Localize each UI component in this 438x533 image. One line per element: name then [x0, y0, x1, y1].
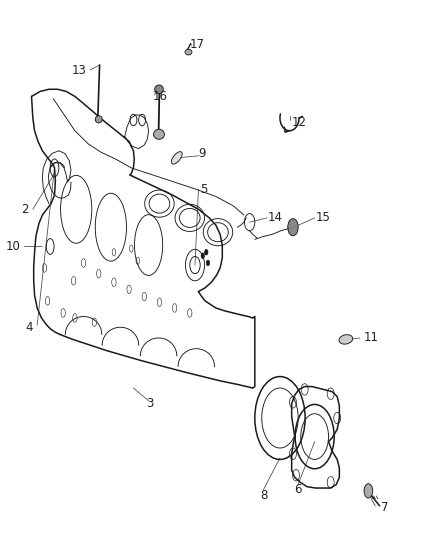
Text: 7: 7: [380, 501, 387, 514]
Text: 9: 9: [198, 147, 205, 160]
Text: 6: 6: [294, 483, 301, 496]
Ellipse shape: [95, 116, 102, 123]
Circle shape: [201, 253, 204, 259]
Text: 4: 4: [25, 321, 33, 334]
Ellipse shape: [171, 152, 182, 164]
Text: 3: 3: [146, 397, 153, 410]
Circle shape: [287, 219, 297, 236]
Text: 5: 5: [200, 183, 208, 196]
Text: 2: 2: [21, 203, 28, 216]
Text: 15: 15: [315, 212, 330, 224]
Text: 16: 16: [152, 90, 168, 103]
Ellipse shape: [338, 335, 352, 344]
Text: 12: 12: [291, 116, 306, 128]
Ellipse shape: [184, 49, 191, 55]
Text: 8: 8: [259, 489, 267, 502]
Ellipse shape: [154, 85, 163, 94]
Circle shape: [363, 484, 372, 498]
Text: 17: 17: [189, 38, 204, 52]
Text: 13: 13: [71, 64, 86, 77]
Text: 14: 14: [267, 212, 282, 224]
Text: 11: 11: [362, 332, 378, 344]
Circle shape: [204, 249, 208, 255]
Text: 10: 10: [6, 240, 21, 253]
Circle shape: [206, 260, 209, 266]
Ellipse shape: [153, 130, 164, 139]
